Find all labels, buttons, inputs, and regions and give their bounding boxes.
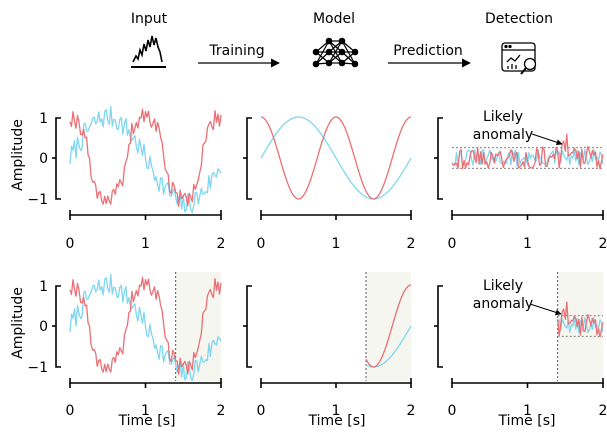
- panel-r2-c1: 1 0 −1 0 1 2: [27, 272, 225, 419]
- y-tick-label: 1: [39, 111, 48, 127]
- xlabel-col2: Time [s]: [308, 413, 366, 429]
- series-red: [260, 116, 412, 200]
- series-blue: [557, 317, 604, 334]
- neural-network-icon: [312, 37, 359, 68]
- panel-r1-c3: 0 1 2: [434, 117, 607, 252]
- panel-r2-c3: 0 1 2: [434, 272, 607, 419]
- x-tick-label: 1: [523, 403, 532, 419]
- y-axis: [437, 285, 443, 368]
- y-tick-label: 0: [39, 319, 48, 335]
- x-axis: [69, 210, 222, 216]
- x-tick-label: 1: [141, 403, 150, 419]
- detection-label: Detection: [485, 11, 553, 27]
- prediction-window: [366, 272, 411, 381]
- x-tick-label: 2: [217, 236, 226, 252]
- annotation-bottom-arrow: [529, 303, 562, 316]
- annotation-bottom-line2: anomaly: [473, 296, 533, 312]
- series-red: [69, 276, 222, 376]
- annotation-top: Likely anomaly: [473, 109, 563, 146]
- ylabel-top: Amplitude: [10, 119, 26, 191]
- x-tick-label: 2: [599, 236, 607, 252]
- x-tick-label: 0: [257, 403, 266, 419]
- x-tick-label: 0: [66, 236, 75, 252]
- xlabel-col1: Time [s]: [118, 413, 176, 429]
- series-blue: [260, 116, 412, 200]
- x-tick-label: 2: [407, 403, 416, 419]
- y-axis: [246, 285, 252, 368]
- annotation-top-line2: anomaly: [473, 127, 533, 143]
- y-tick-label: 1: [39, 279, 48, 295]
- panels: 1 0 −1 0 1 2 0 1 2 0 1 2 1 0 −1 0 1 2 0 1 2 0 1 2: [27, 105, 607, 419]
- y-axis: [55, 117, 61, 200]
- xlabel-col3: Time [s]: [498, 413, 556, 429]
- x-tick-label: 1: [332, 403, 341, 419]
- y-tick-label: 0: [39, 151, 48, 167]
- annotation-top-line1: Likely: [483, 109, 523, 125]
- x-tick-label: 1: [523, 236, 532, 252]
- dashboard-magnifier-icon: [501, 42, 537, 75]
- x-tick-label: 0: [448, 403, 457, 419]
- annotation-bottom: Likely anomaly: [473, 278, 562, 316]
- y-axis: [437, 117, 443, 200]
- x-tick-label: 1: [141, 236, 150, 252]
- y-axis: [246, 117, 252, 200]
- prediction-label: Prediction: [393, 43, 463, 59]
- x-axis: [451, 210, 604, 216]
- x-tick-label: 2: [217, 403, 226, 419]
- training-label: Training: [208, 43, 264, 59]
- series-red: [69, 108, 222, 208]
- model-label: Model: [313, 11, 355, 27]
- panel-r2-c2: 0 1 2: [243, 272, 415, 419]
- panel-r1-c2: 0 1 2: [243, 116, 416, 252]
- x-tick-label: 2: [599, 403, 607, 419]
- y-tick-label: −1: [27, 360, 48, 376]
- input-label: Input: [131, 11, 168, 27]
- x-tick-label: 0: [66, 403, 75, 419]
- x-axis: [260, 210, 412, 216]
- annotation-bottom-line1: Likely: [483, 278, 523, 294]
- y-tick-label: −1: [27, 192, 48, 208]
- series-red: [451, 133, 604, 170]
- x-tick-label: 0: [448, 236, 457, 252]
- ylabel-bottom: Amplitude: [10, 287, 26, 359]
- waveform-icon: [131, 35, 166, 68]
- annotation-top-arrow: [531, 133, 563, 146]
- series-red: [557, 301, 604, 338]
- x-tick-label: 2: [407, 236, 416, 252]
- series-blue: [69, 273, 222, 382]
- y-axis: [55, 285, 61, 368]
- x-tick-label: 0: [257, 236, 266, 252]
- x-tick-label: 1: [332, 236, 341, 252]
- series-blue: [69, 105, 222, 214]
- series-red: [365, 284, 412, 368]
- panel-r1-c1: 1 0 −1 0 1 2: [27, 105, 226, 252]
